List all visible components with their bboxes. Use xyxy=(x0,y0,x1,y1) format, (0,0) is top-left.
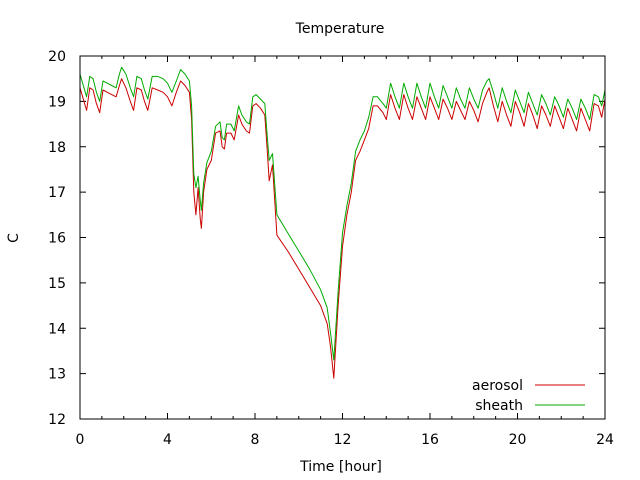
y-tick-label: 20 xyxy=(48,49,66,65)
series-line-sheath xyxy=(79,66,606,361)
y-tick-label: 12 xyxy=(48,412,66,428)
y-tick-label: 18 xyxy=(48,140,66,156)
y-tick-label: 14 xyxy=(48,321,66,337)
y-tick-label: 19 xyxy=(48,94,66,110)
x-tick-label: 0 xyxy=(76,432,85,448)
y-axis-label: C xyxy=(6,233,22,243)
legend: aerosol sheath xyxy=(472,378,585,414)
legend-label-sheath: sheath xyxy=(475,398,523,414)
x-tick-label: 4 xyxy=(163,432,172,448)
y-tick-label: 13 xyxy=(48,367,66,383)
x-tick-label: 24 xyxy=(596,432,614,448)
x-tick-label: 12 xyxy=(334,432,352,448)
x-axis-label: Time [hour] xyxy=(299,459,382,475)
axis-ticks: 12 13 14 15 16 17 18 19 20 0 4 8 12 16 20 24 xyxy=(48,49,614,448)
chart-title: Temperature xyxy=(295,21,385,37)
x-tick-label: 8 xyxy=(251,432,260,448)
plot-frame xyxy=(79,55,606,420)
y-tick-label: 15 xyxy=(48,276,66,292)
x-tick-label: 20 xyxy=(509,432,527,448)
y-tick-label: 16 xyxy=(48,231,66,247)
legend-label-aerosol: aerosol xyxy=(472,378,523,394)
series-lines xyxy=(79,66,606,379)
x-tick-label: 16 xyxy=(421,432,439,448)
y-tick-label: 17 xyxy=(48,185,66,201)
series-line-aerosol xyxy=(79,78,606,379)
